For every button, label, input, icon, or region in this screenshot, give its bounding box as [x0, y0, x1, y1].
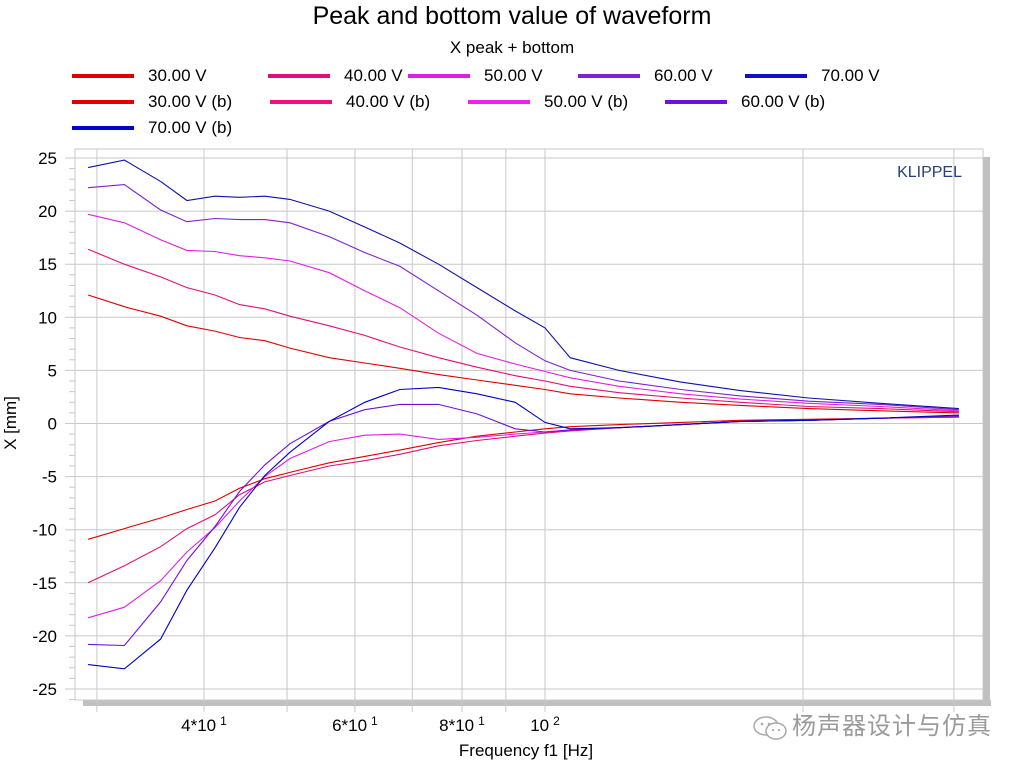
legend-item: 70.00 V: [745, 66, 880, 86]
legend-label: 50.00 V (b): [544, 92, 629, 111]
y-tick-label: -20: [32, 627, 57, 646]
legend-item: 40.00 V (b): [270, 92, 430, 112]
watermark: 杨声器设计与仿真: [752, 706, 992, 742]
x-tick-label: 8*10 1: [439, 714, 485, 735]
legend-swatch: [72, 126, 134, 130]
brand-label: KLIPPEL: [897, 164, 962, 181]
y-tick-label: -25: [32, 680, 57, 699]
legend-item: 60.00 V: [578, 66, 713, 86]
series-line-60-00-v: [88, 184, 959, 411]
y-tick-label: 10: [38, 308, 57, 327]
plot-frame: [74, 148, 984, 701]
legend-item: 60.00 V (b): [665, 92, 825, 112]
legend-item: 50.00 V (b): [468, 92, 628, 112]
legend-swatch: [468, 100, 530, 104]
frame-shadow-right: [983, 157, 990, 706]
legend-swatch: [578, 74, 640, 78]
legend-label: 40.00 V: [344, 66, 403, 85]
legend-swatch: [72, 100, 134, 104]
series-line-30-00-v-b-: [87, 416, 959, 540]
series-line-30-00-v: [87, 294, 959, 414]
x-tick-exponent: 2: [553, 714, 560, 728]
legend-swatch: [665, 100, 727, 104]
legend-item: 50.00 V: [408, 66, 543, 86]
legend-item: 30.00 V: [72, 66, 207, 86]
wechat-icon: [753, 715, 787, 740]
x-axis-label: Frequency f1 [Hz]: [459, 741, 593, 760]
x-tick-exponent: 1: [220, 714, 227, 728]
series-line-70-00-v-b-: [88, 386, 959, 670]
y-tick-label: -10: [32, 521, 57, 540]
legend-swatch: [745, 74, 807, 78]
x-tick-exponent: 1: [371, 714, 378, 728]
legend-item: 70.00 V (b): [72, 118, 232, 138]
legend-label: 40.00 V (b): [346, 92, 431, 111]
legend-label: 70.00 V: [821, 66, 880, 85]
legend-swatch: [72, 74, 134, 78]
legend-swatch: [270, 100, 332, 104]
legend-label: 50.00 V: [484, 66, 543, 85]
x-tick-label: 10 2: [530, 714, 560, 735]
legend-item: 30.00 V (b): [72, 92, 232, 112]
x-tick-label: 4*10 1: [181, 714, 227, 735]
legend-label: 60.00 V (b): [741, 92, 826, 111]
y-tick-label: 15: [38, 255, 57, 274]
series-line-50-00-v: [87, 213, 959, 412]
series-line-40-00-v: [87, 248, 959, 413]
y-tick-label: 25: [38, 149, 57, 168]
x-tick-exponent: 1: [478, 714, 485, 728]
y-axis-label: X [mm]: [1, 396, 20, 450]
watermark-text: 杨声器设计与仿真: [792, 713, 992, 740]
legend-label: 30.00 V (b): [148, 92, 233, 111]
y-tick-label: 5: [48, 361, 57, 380]
legend-swatch: [408, 74, 470, 78]
x-tick-label: 6*10 1: [332, 714, 378, 735]
y-tick-label: -5: [42, 468, 57, 487]
chart-title: Peak and bottom value of waveform: [312, 2, 712, 30]
y-tick-label: 20: [38, 202, 57, 221]
frame-shadow-bottom: [83, 700, 991, 706]
series-line-70-00-v: [87, 159, 959, 410]
legend-item: 40.00 V: [268, 66, 403, 86]
chart-subtitle: X peak + bottom: [449, 38, 575, 57]
legend-label: 60.00 V: [654, 66, 713, 85]
legend-label: 30.00 V: [148, 66, 207, 85]
y-tick-label: 0: [48, 415, 57, 434]
y-tick-label: -15: [32, 574, 57, 593]
legend-label: 70.00 V (b): [148, 118, 233, 137]
legend-swatch: [268, 74, 330, 78]
